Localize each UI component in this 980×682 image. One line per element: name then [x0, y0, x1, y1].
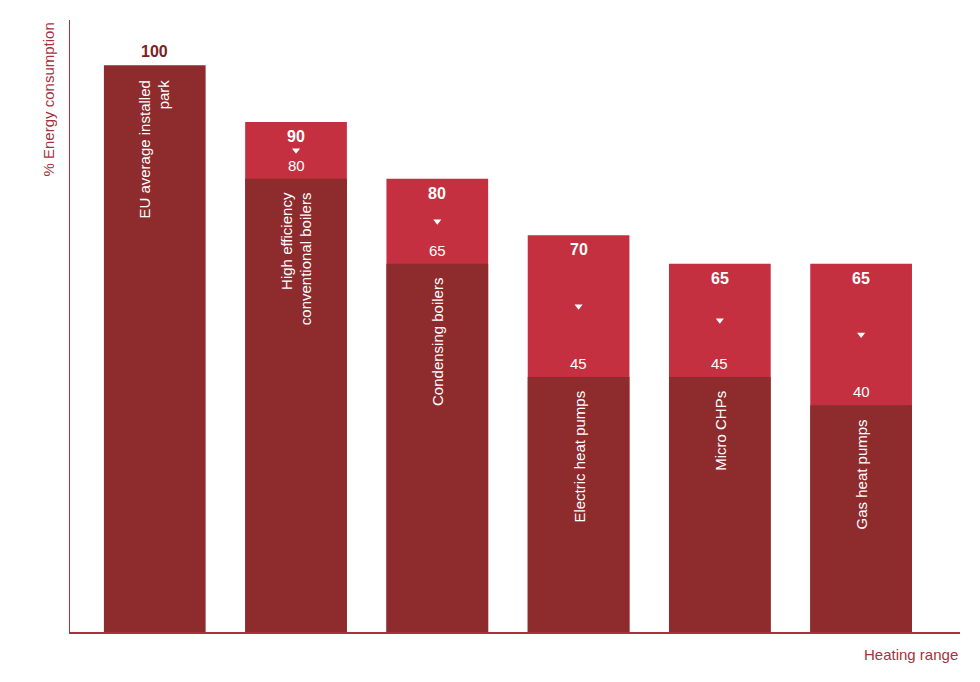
svg-text:40: 40	[853, 383, 870, 400]
svg-text:65: 65	[429, 242, 446, 259]
svg-text:90: 90	[287, 128, 305, 145]
svg-text:Gas heat pumps: Gas heat pumps	[853, 419, 870, 529]
svg-text:80: 80	[428, 185, 446, 202]
svg-text:Condensing boilers: Condensing boilers	[429, 278, 446, 406]
svg-text:Heating range: Heating range	[864, 646, 958, 663]
svg-text:% Energy consumption: % Energy consumption	[40, 22, 57, 176]
svg-text:High efficiencyconventional bo: High efficiencyconventional boilers	[278, 192, 315, 325]
svg-text:65: 65	[711, 270, 729, 287]
svg-text:Micro CHPs: Micro CHPs	[712, 391, 729, 471]
svg-text:EU average installedpark: EU average installedpark	[136, 80, 173, 219]
svg-text:80: 80	[288, 157, 305, 174]
svg-text:65: 65	[852, 270, 870, 287]
svg-text:45: 45	[570, 355, 587, 372]
svg-text:Electric heat pumps: Electric heat pumps	[571, 391, 588, 523]
svg-text:100: 100	[141, 43, 168, 60]
svg-text:45: 45	[711, 355, 728, 372]
svg-text:70: 70	[570, 241, 588, 258]
